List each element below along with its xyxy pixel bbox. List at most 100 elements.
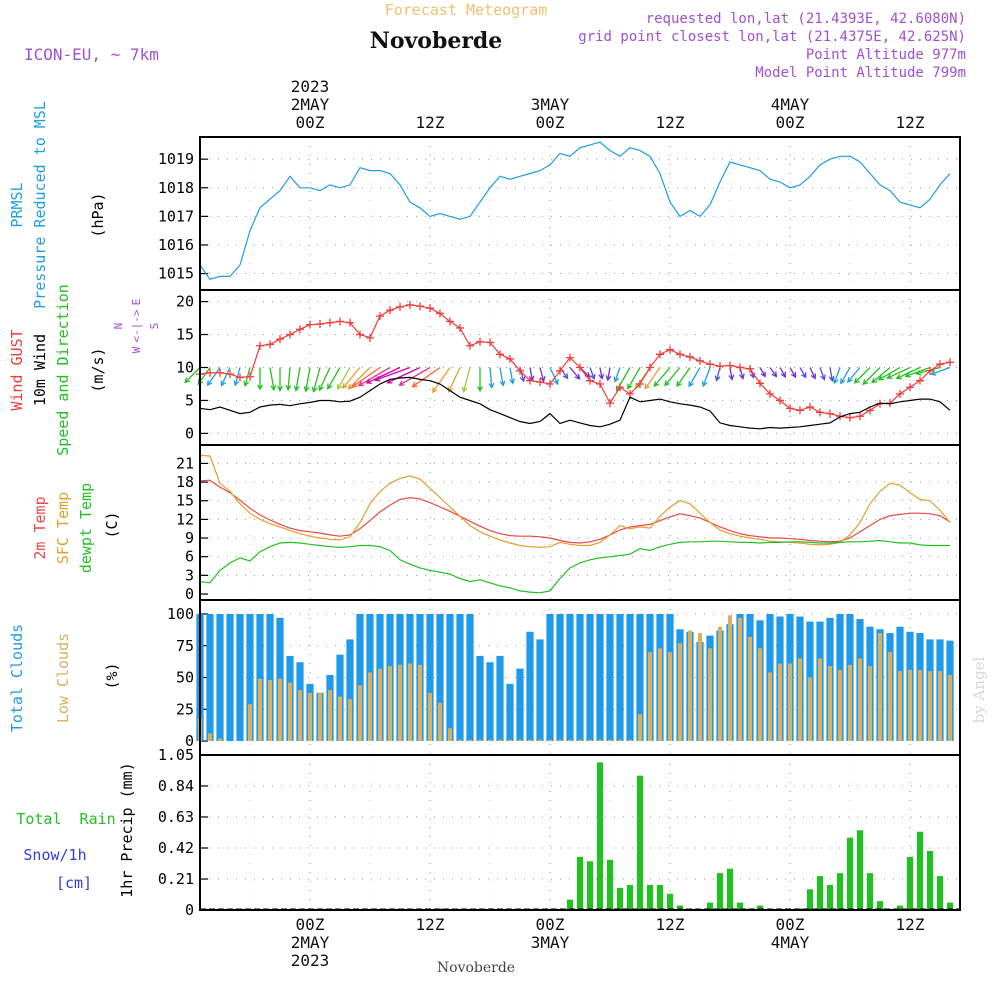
low-cloud-bar bbox=[657, 648, 663, 741]
y-tick-label: 0 bbox=[185, 901, 194, 919]
wind-barb-head bbox=[598, 373, 605, 381]
wind-barb bbox=[342, 367, 361, 389]
compass-e: E bbox=[130, 299, 143, 306]
low-cloud-bar bbox=[347, 699, 353, 741]
total-cloud-bar bbox=[356, 614, 364, 741]
wind-barb-head bbox=[810, 373, 817, 380]
wind-barb bbox=[589, 367, 595, 380]
precip-bar bbox=[646, 884, 654, 910]
low-cloud-bar bbox=[317, 692, 323, 741]
low-cloud-bar bbox=[797, 658, 803, 741]
precip-bar bbox=[816, 876, 824, 910]
precip-bar bbox=[626, 884, 634, 910]
gust-marker bbox=[556, 366, 564, 375]
wind-barb-head bbox=[714, 375, 721, 382]
wind-units: (m/s) bbox=[89, 347, 107, 392]
panel-clouds: 0 25 50 75 100 bbox=[167, 599, 961, 756]
panel-frame bbox=[199, 136, 961, 291]
total-cloud-bar bbox=[516, 668, 524, 741]
total-cloud-bar bbox=[456, 614, 464, 741]
low-cloud-bar bbox=[747, 636, 753, 741]
wind-barb-head bbox=[233, 380, 240, 387]
low-cloud-bar bbox=[897, 671, 903, 741]
wind-barb-head bbox=[846, 376, 853, 384]
wind-barb bbox=[769, 367, 777, 377]
wind-barb bbox=[688, 367, 701, 387]
wind-barb-head bbox=[832, 377, 839, 385]
total-cloud-bar bbox=[436, 614, 444, 741]
gust-marker bbox=[206, 368, 214, 377]
gust-marker bbox=[316, 320, 324, 328]
wind-barb bbox=[614, 367, 621, 382]
footer-location: Novoberde bbox=[437, 960, 515, 976]
wind-barb-head bbox=[477, 386, 483, 393]
y-tick-label: 9 bbox=[185, 529, 194, 547]
time-label-top: 12Z bbox=[896, 113, 925, 132]
wind-barb-head bbox=[840, 378, 846, 385]
wind-barb-head bbox=[243, 380, 250, 388]
wind-barb bbox=[358, 366, 391, 387]
wind-barb-head bbox=[197, 379, 204, 386]
cloud-labels: Total Clouds Low Clouds (%) bbox=[8, 624, 121, 732]
precip-labels: Total Rain Snow/1h [cm] 1hr Precip (mm) bbox=[16, 762, 136, 897]
wind-barb bbox=[462, 367, 471, 392]
wind-barb bbox=[887, 366, 911, 379]
wind-barb-head bbox=[871, 377, 878, 384]
gust-marker bbox=[516, 366, 524, 375]
gust-marker bbox=[506, 354, 514, 363]
wind-barb bbox=[509, 367, 514, 384]
wind-barb bbox=[878, 366, 901, 381]
wind-barb-head bbox=[739, 373, 745, 380]
wind-barb bbox=[305, 367, 311, 392]
wind-barb-head bbox=[499, 380, 506, 387]
low-cloud-bar bbox=[777, 663, 783, 741]
gust-marker bbox=[236, 373, 244, 382]
gust-marker bbox=[226, 370, 234, 379]
wind-barb-head bbox=[627, 383, 633, 390]
wind-barb-head bbox=[206, 380, 213, 387]
wind-barb-head bbox=[257, 384, 263, 391]
series-dewpt-temp bbox=[199, 539, 950, 594]
series-prmsl bbox=[199, 141, 951, 280]
wind-barb bbox=[318, 367, 331, 391]
time-label-bottom: 2023 bbox=[291, 951, 330, 970]
wind-barb-head bbox=[285, 384, 292, 392]
precip-bar bbox=[806, 889, 814, 910]
y-tick-label: 1017 bbox=[158, 207, 194, 225]
precip-bar bbox=[596, 762, 604, 910]
wind-barb-head bbox=[411, 381, 418, 388]
low-cloud-bar bbox=[247, 704, 253, 741]
low-cloud-bar bbox=[677, 643, 683, 741]
precip-bar bbox=[606, 859, 614, 910]
gust-marker bbox=[786, 404, 794, 413]
wind-barb bbox=[348, 367, 371, 390]
gust-marker bbox=[826, 409, 834, 418]
temp-units: (C) bbox=[103, 511, 121, 538]
wind-barb bbox=[366, 366, 401, 384]
low-cloud-bar bbox=[367, 672, 373, 741]
low-cloud-bar bbox=[687, 630, 693, 741]
wind-barb bbox=[387, 366, 421, 384]
total-cloud-bar bbox=[546, 614, 554, 741]
low-cloud-bar bbox=[937, 671, 943, 741]
y-tick-label: 21 bbox=[176, 454, 194, 472]
y-tick-label: 18 bbox=[176, 473, 194, 491]
wind-barb-head bbox=[336, 383, 343, 391]
precip-bar bbox=[936, 876, 944, 910]
gust-marker bbox=[346, 318, 354, 327]
wind-barb bbox=[607, 367, 611, 381]
low-cloud-bar bbox=[807, 677, 813, 741]
gust-marker bbox=[596, 379, 604, 388]
low-cloud-bar bbox=[597, 739, 603, 741]
low-cloud-bar bbox=[397, 664, 403, 741]
low-cloud-bar bbox=[427, 692, 433, 741]
wind-barb bbox=[352, 366, 381, 388]
wind-barb bbox=[327, 367, 341, 389]
time-label-bottom: 12Z bbox=[416, 915, 445, 934]
low-cloud-bar bbox=[527, 739, 533, 741]
low-cloud-bar bbox=[357, 685, 363, 741]
gust-marker bbox=[816, 408, 824, 417]
total-cloud-bar bbox=[606, 614, 614, 741]
wind-barb-head bbox=[553, 378, 559, 386]
wind-barb-head bbox=[341, 382, 348, 389]
